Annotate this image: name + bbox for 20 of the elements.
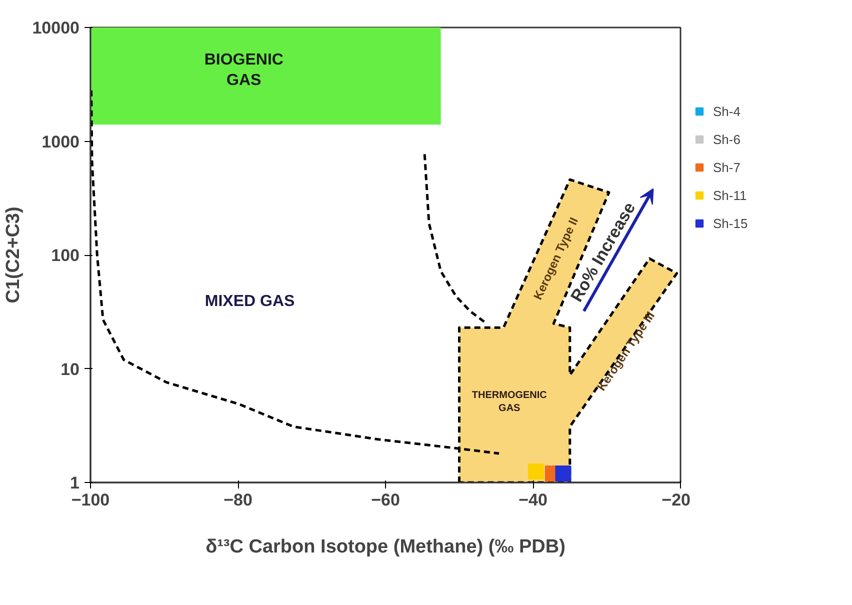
legend-label: Sh-11	[713, 188, 747, 202]
annotation: MIXED GAS	[204, 293, 296, 310]
y-tick-label: 100	[51, 246, 80, 265]
x-tick-label: −40	[518, 490, 548, 510]
x-tick-label: −60	[371, 490, 400, 510]
y-tick-label: 10000	[32, 18, 80, 38]
y-tick-label: 10	[60, 360, 80, 379]
y-tick-label: 1000	[42, 132, 80, 152]
annotation: THERMOGENIC GAS	[472, 390, 547, 414]
x-tick-label: −20	[662, 490, 691, 510]
annotation: BIOGENIC GAS	[204, 52, 284, 90]
x-tick-label: −80	[224, 490, 252, 510]
legend-label: Sh-4	[713, 104, 740, 118]
y-tick-label: 1	[70, 474, 80, 492]
x-tick-label: −100	[71, 490, 110, 510]
legend-label: Sh-7	[713, 160, 740, 174]
x-axis-title: δ¹³C Carbon Isotope (Methane) (‰ PDB)	[206, 536, 566, 558]
legend-label: Sh-15	[713, 216, 748, 230]
y-axis-title: C1(C2+C3)	[3, 206, 24, 304]
legend-label: Sh-6	[713, 132, 740, 146]
